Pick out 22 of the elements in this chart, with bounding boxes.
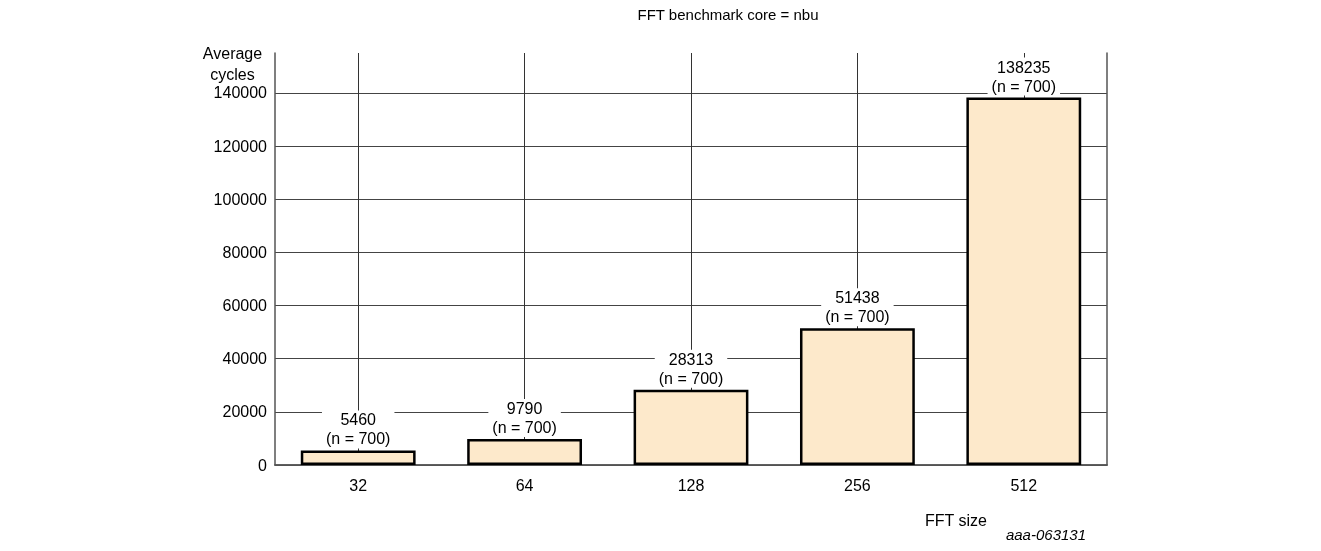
data-label: 138235 (n = 700) [991,58,1057,95]
y-tick-label: 120000 [213,137,268,155]
y-tick-label: 20000 [222,403,268,421]
chart-title: FFT benchmark core = nbu [637,6,819,23]
y-tick-label: 0 [258,456,268,474]
x-tick-label: 128 [677,476,705,494]
x-tick-label: 64 [515,476,534,494]
x-tick-label: 256 [844,476,871,494]
y-tick-label: 40000 [222,350,268,368]
y-axis-title: Average cycles [202,44,263,83]
text: aaa-063131 [1005,526,1086,543]
data-label: 51438 (n = 700) [825,289,890,326]
data-label: 9790 (n = 700) [492,399,557,436]
y-tick-label: 140000 [213,84,268,102]
x-tick-label: 512 [1010,476,1038,494]
y-tick-label: 60000 [222,297,268,315]
y-tick-label: 80000 [222,243,268,261]
y-tick-label: 100000 [213,190,268,208]
x-axis-title: FFT size [925,511,988,529]
data-label: 5460 (n = 700) [325,411,391,448]
data-label: 28313 (n = 700) [658,350,724,387]
x-tick-label: 32 [349,476,368,494]
